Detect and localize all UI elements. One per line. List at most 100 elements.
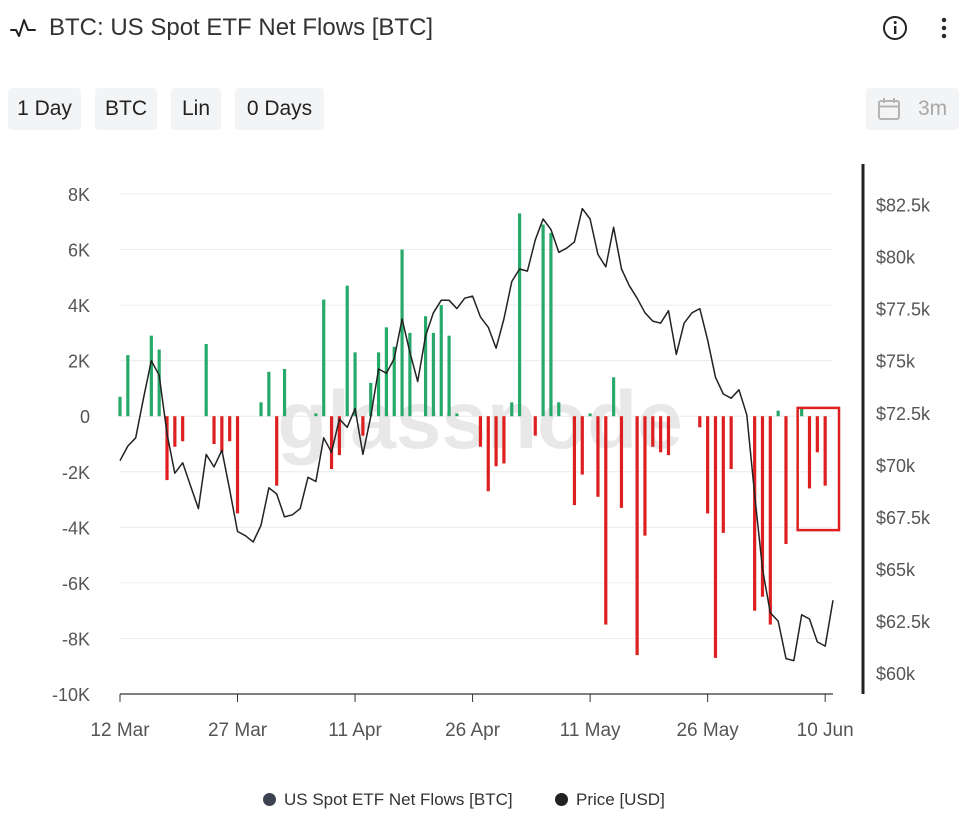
flow-bar: [478, 416, 483, 447]
left-tick-label: 4K: [68, 296, 90, 316]
flow-bar: [557, 402, 561, 417]
legend: US Spot ETF Net Flows [BTC] Price [USD]: [0, 786, 974, 814]
flow-bar: [212, 416, 216, 444]
flow-bar: [486, 416, 490, 492]
flow-bar: [643, 416, 647, 536]
x-tick-label: 27 Mar: [208, 720, 268, 741]
legend-item-flows[interactable]: US Spot ETF Net Flows [BTC]: [263, 786, 513, 814]
flow-bar: [706, 416, 710, 514]
flow-bar: [580, 416, 584, 475]
flow-bar: [314, 413, 318, 417]
flow-bar: [815, 416, 819, 453]
scale-button[interactable]: Lin: [171, 88, 221, 130]
right-tick-label: $82.5k: [876, 195, 931, 215]
left-tick-label: 6K: [68, 241, 90, 261]
flow-bar: [345, 285, 349, 417]
left-tick-label: -10K: [52, 685, 90, 705]
flow-bars: [118, 213, 827, 658]
flow-bar: [408, 332, 412, 417]
flow-bar: [173, 416, 177, 447]
date-range-button[interactable]: 3m: [866, 88, 959, 130]
flow-bar: [181, 416, 185, 442]
x-tick-label: 11 May: [560, 720, 621, 741]
resolution-button[interactable]: 1 Day: [8, 88, 81, 130]
flow-bar: [322, 299, 326, 417]
flow-bar: [760, 416, 765, 597]
flow-bar: [275, 416, 279, 486]
flow-bar: [376, 352, 381, 417]
highlight-box: [796, 406, 841, 532]
flow-bar: [220, 416, 224, 453]
more-vertical-icon[interactable]: [934, 15, 954, 41]
left-axis-ticks: 8K 6K 4K 2K 0 -2K -4K -6K -8K -10K: [52, 185, 90, 705]
flow-bar: [447, 335, 451, 417]
calendar-icon: [878, 98, 900, 120]
flow-bar: [361, 416, 365, 436]
price-line: [119, 207, 834, 662]
flow-bar: [713, 416, 718, 658]
flow-bar: [392, 346, 396, 417]
right-tick-label: $65k: [876, 560, 916, 580]
flow-bar: [502, 416, 506, 464]
flow-bar: [768, 416, 772, 625]
flow-bar: [455, 413, 459, 417]
right-tick-label: $60k: [876, 664, 916, 684]
flow-bar: [149, 335, 153, 417]
flow-bar: [165, 416, 169, 481]
left-tick-label: 0: [80, 407, 90, 427]
flow-bar: [753, 416, 757, 611]
flow-bar: [800, 407, 804, 417]
chart-toolbar: 1 Day BTC Lin 0 Days 3m: [0, 88, 974, 132]
flow-bar: [651, 416, 655, 447]
right-tick-label: $75k: [876, 352, 916, 372]
flow-bar: [549, 232, 553, 417]
info-icon[interactable]: [882, 15, 908, 41]
flow-bar: [635, 416, 639, 656]
flow-bar: [494, 416, 498, 467]
flow-bar: [235, 416, 240, 514]
flow-bar: [823, 416, 827, 486]
x-tick-label: 11 Apr: [328, 720, 382, 741]
flow-bar: [439, 305, 443, 417]
left-tick-label: 2K: [68, 352, 90, 372]
flow-bar: [533, 416, 537, 436]
flow-bar: [619, 416, 624, 508]
left-tick-label: -8K: [62, 629, 90, 649]
flow-bar: [337, 416, 341, 456]
flow-bar: [517, 213, 522, 417]
flow-bar: [157, 349, 161, 417]
flow-bar: [659, 416, 663, 453]
flow-bar: [776, 410, 780, 417]
right-axis-ticks: $82.5k $80k $77.5k $75k $72.5k $70k $67.5k $65k…: [876, 195, 931, 684]
flow-bar: [510, 402, 514, 417]
flow-bar: [596, 416, 600, 497]
flow-bar: [666, 416, 671, 456]
flow-bar: [267, 371, 271, 417]
flow-bar: [369, 382, 373, 417]
right-tick-label: $72.5k: [876, 404, 931, 424]
flow-bar: [353, 352, 357, 417]
flow-bar: [228, 416, 232, 442]
right-tick-label: $62.5k: [876, 612, 931, 632]
flow-bar: [784, 416, 788, 544]
left-tick-label: 8K: [68, 185, 90, 205]
flow-bar: [698, 416, 702, 428]
date-range-label: 3m: [918, 97, 948, 120]
flow-bar: [541, 224, 545, 417]
flow-bar: [612, 377, 616, 417]
flow-bar: [423, 316, 428, 417]
left-tick-label: -6K: [62, 574, 90, 594]
left-tick-label: -2K: [62, 463, 90, 483]
x-tick-label: 26 Apr: [445, 720, 501, 741]
flow-bar: [204, 344, 208, 417]
legend-item-price[interactable]: Price [USD]: [555, 786, 665, 814]
flow-bar: [588, 413, 592, 417]
flow-bar: [126, 355, 130, 417]
sma-button[interactable]: 0 Days: [235, 88, 324, 130]
flow-bar: [400, 249, 404, 417]
left-tick-label: -4K: [62, 518, 90, 538]
flow-bar: [282, 369, 287, 417]
asset-button[interactable]: BTC: [95, 88, 157, 130]
flow-bar: [604, 416, 608, 625]
flow-bar: [329, 416, 334, 469]
